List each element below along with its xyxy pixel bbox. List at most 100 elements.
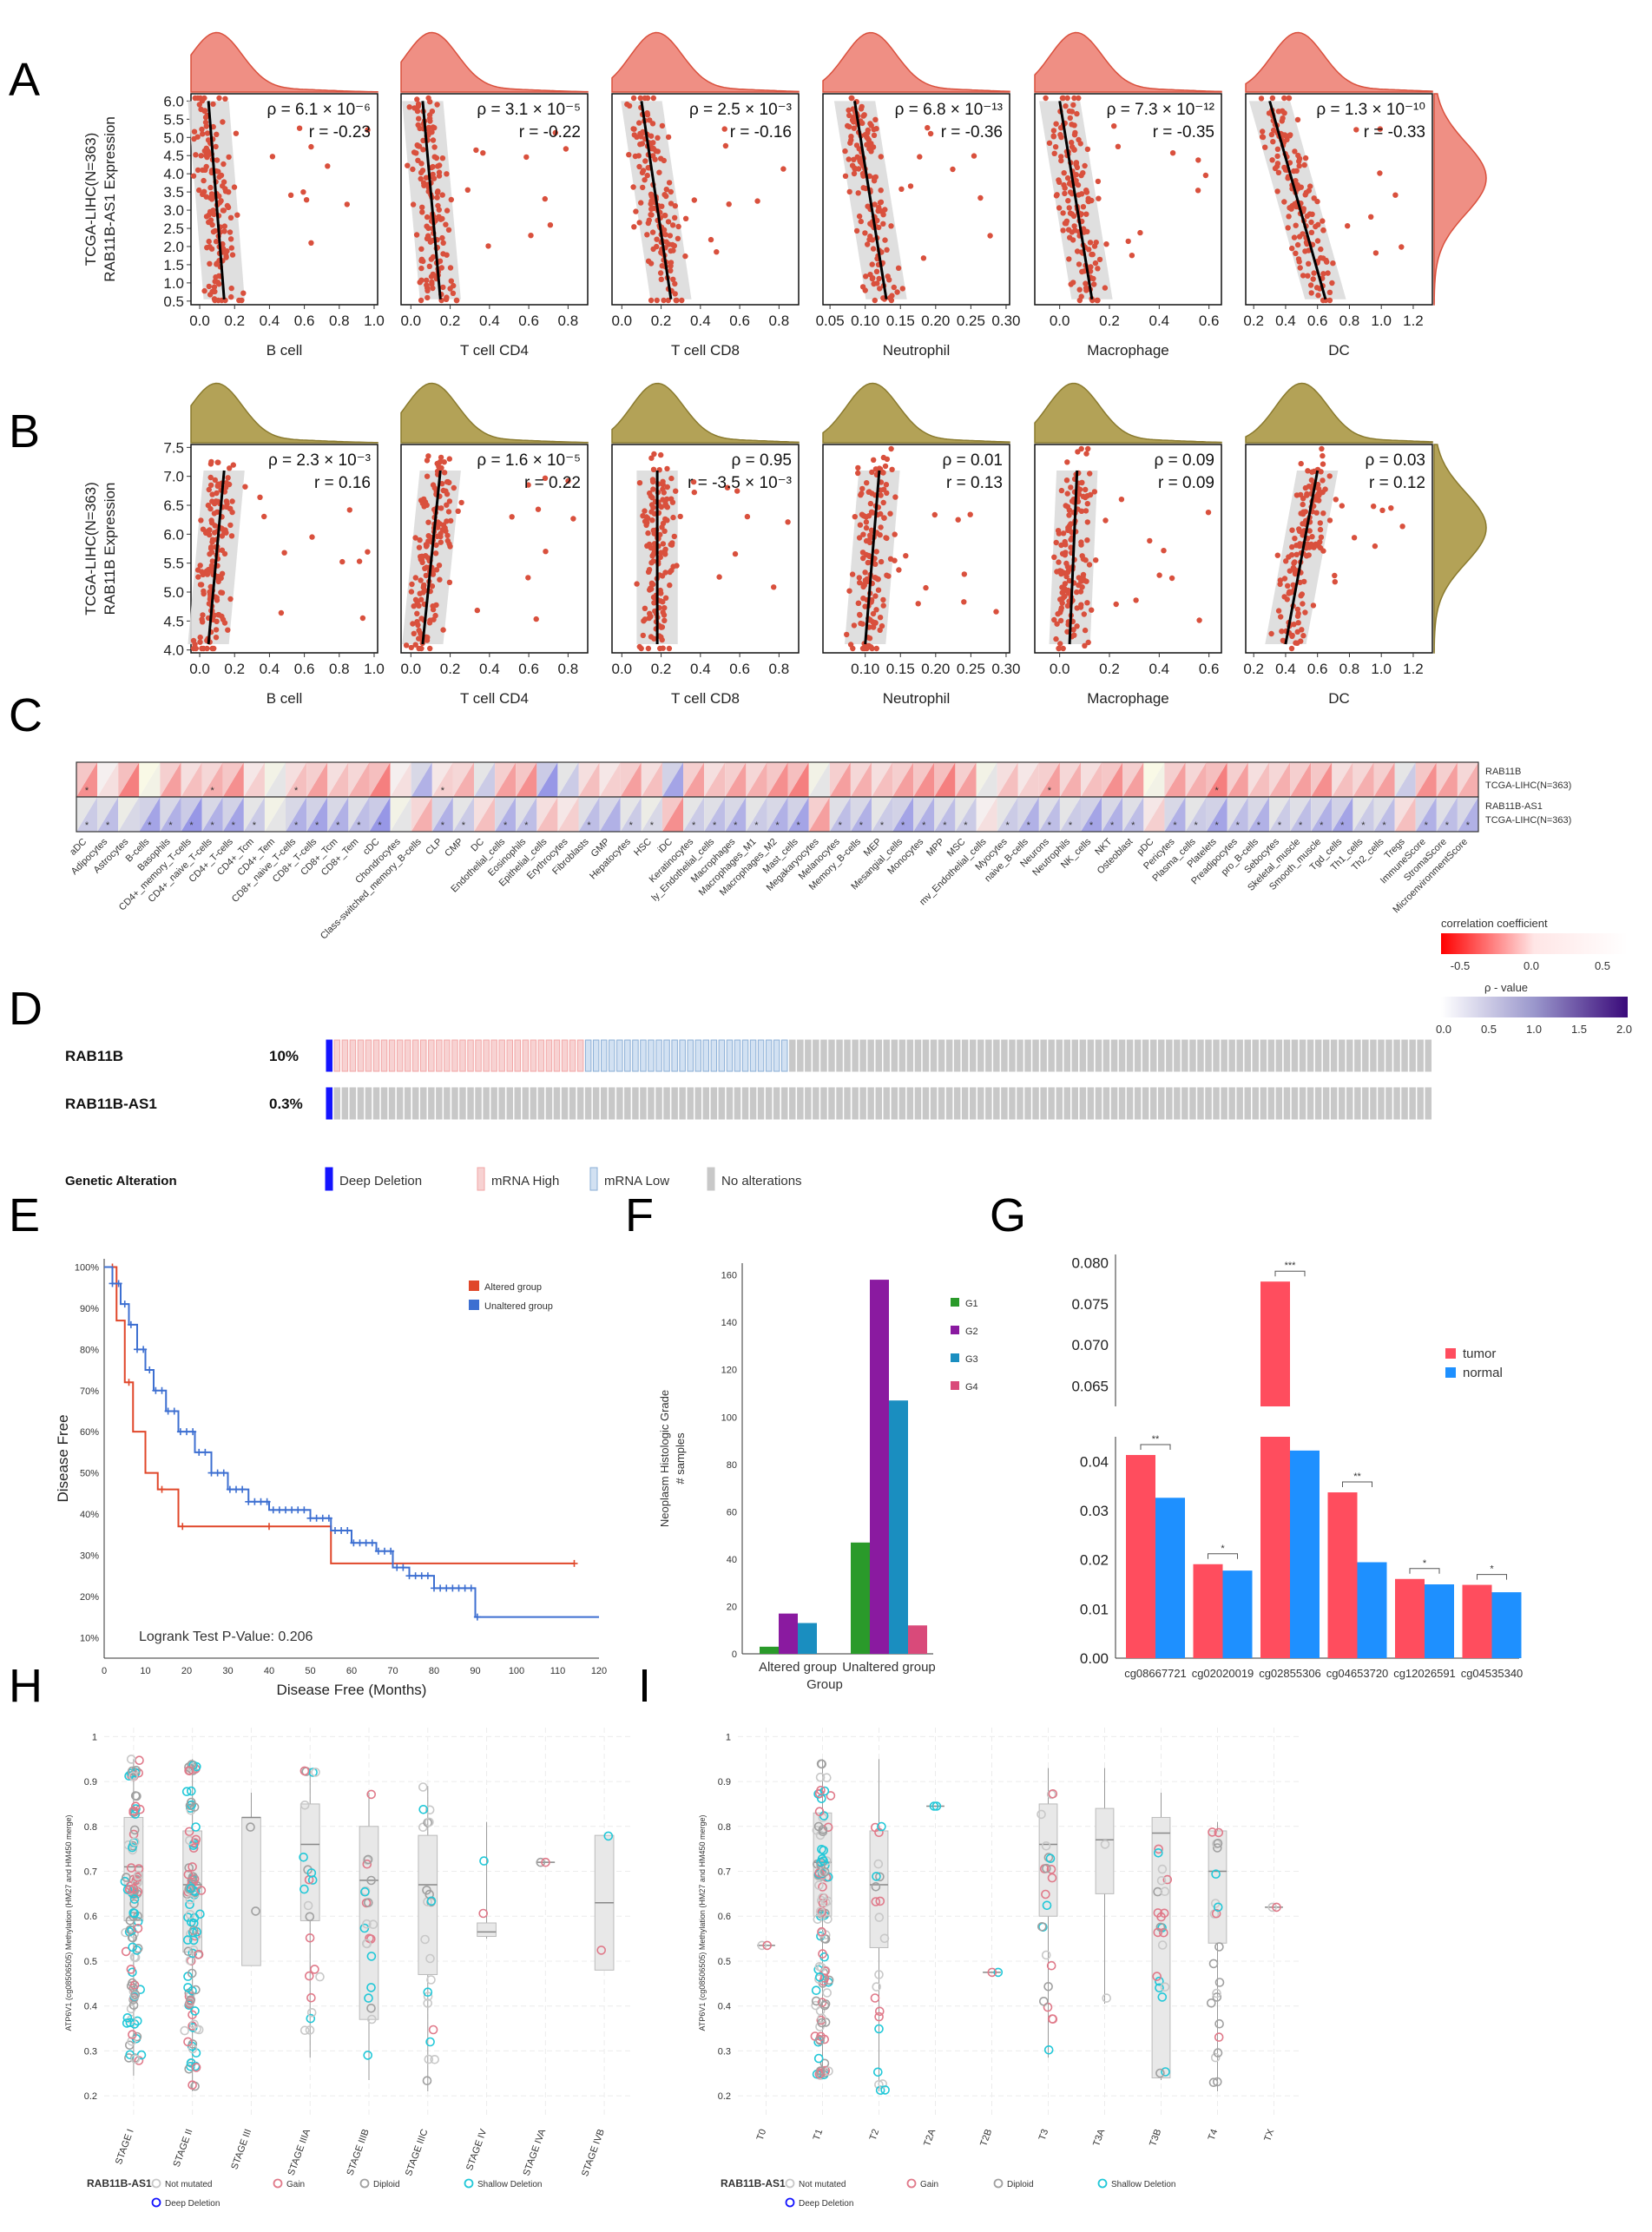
data-point (1051, 554, 1057, 560)
data-point (214, 618, 220, 624)
sample-mrna-high (561, 1039, 569, 1072)
significance-star: * (629, 820, 634, 831)
category-label: TX (1262, 2127, 1276, 2143)
panel-letter-b: B (9, 405, 40, 458)
heatmap-cell-triangle (286, 797, 307, 832)
data-point (431, 125, 438, 131)
data-point (474, 607, 480, 614)
sample-point (305, 1912, 315, 1922)
sample-point (874, 1970, 884, 1979)
x-tick-label: 0.10 (851, 661, 879, 677)
data-point (1313, 510, 1320, 516)
data-point (1320, 489, 1326, 496)
data-point (201, 188, 207, 194)
data-point (220, 179, 227, 185)
data-point (202, 530, 209, 537)
legend-label: Diploid (373, 2180, 400, 2189)
sample-point (425, 2037, 435, 2047)
data-point (1052, 144, 1059, 150)
sample-no-alteration (514, 1087, 521, 1120)
data-point (1314, 238, 1321, 244)
regression-line (207, 101, 226, 300)
data-point (859, 491, 865, 497)
sample-no-alteration (1291, 1087, 1299, 1120)
sample-point (874, 2006, 885, 2017)
data-point (206, 283, 212, 290)
data-point (207, 583, 214, 590)
data-point (1057, 617, 1064, 624)
y-tick-label: 30% (80, 1551, 99, 1561)
significance-star: * (587, 820, 591, 831)
data-point (464, 187, 471, 193)
sample-no-alteration (1417, 1087, 1424, 1120)
data-point (721, 126, 727, 132)
sample-no-alteration (1189, 1039, 1196, 1072)
sample-mrna-high (451, 1039, 458, 1072)
data-point (214, 260, 220, 267)
sample-point (186, 1883, 196, 1893)
data-point (1064, 629, 1070, 635)
x-tick-label: 0.6 (1199, 313, 1220, 329)
heatmap-cell-triangle (139, 762, 161, 797)
heatmap-cell-triangle (516, 762, 537, 797)
sample-point (366, 1952, 377, 1961)
data-point (649, 495, 655, 501)
sample-no-alteration (1197, 1039, 1204, 1072)
data-point (961, 571, 968, 577)
sample-point (596, 1946, 607, 1955)
heatmap-cell-triangle (955, 797, 977, 832)
data-point (433, 542, 439, 549)
data-point (1298, 638, 1304, 644)
panel-letter-a: A (9, 54, 40, 106)
sample-point (188, 1945, 199, 1955)
data-point (1293, 178, 1299, 184)
data-point (411, 603, 417, 609)
data-point (446, 541, 452, 547)
data-point (862, 230, 868, 236)
heatmap-cell-triangle (1415, 797, 1437, 832)
data-point (1085, 445, 1091, 452)
data-point (660, 609, 666, 616)
y-tick-label: 0.6 (718, 1912, 731, 1922)
heatmap-cell-triangle (808, 762, 830, 797)
data-point (415, 157, 421, 163)
heatmap-cell-triangle (892, 797, 914, 832)
sample-point (423, 1998, 433, 2008)
data-point (644, 95, 651, 102)
data-point (1293, 551, 1300, 557)
data-point (1083, 287, 1089, 293)
heatmap-column-label: CLP (424, 837, 444, 858)
sample-mrna-low (632, 1039, 639, 1072)
data-point (1279, 629, 1285, 635)
data-point (429, 129, 435, 135)
data-point (1294, 606, 1301, 613)
data-point (1055, 611, 1061, 617)
data-point (228, 533, 235, 539)
data-point (425, 453, 431, 459)
legend-label: Unaltered group (484, 1301, 553, 1312)
sample-no-alteration (820, 1087, 827, 1120)
censor-mark (294, 1506, 302, 1514)
heatmap-cell-triangle (829, 762, 851, 797)
sample-point (183, 1983, 193, 1992)
heatmap-cell-triangle (746, 797, 767, 832)
sample-no-alteration (530, 1087, 537, 1120)
data-point (207, 527, 213, 533)
data-point (651, 205, 657, 212)
data-point (1063, 103, 1069, 109)
data-point (234, 212, 240, 218)
heatmap-cell-triangle (871, 797, 893, 832)
y-tick-label: 0.7 (718, 1867, 731, 1878)
sample-no-alteration (1385, 1039, 1392, 1072)
sample-point (133, 1944, 143, 1953)
data-point (1268, 630, 1274, 637)
data-point (1292, 536, 1298, 542)
data-point (1058, 487, 1065, 494)
x-tick-label: 0.15 (886, 313, 915, 329)
sample-point (360, 1886, 370, 1897)
data-point (1287, 568, 1293, 574)
significance-star: * (1425, 820, 1429, 831)
sample-point (762, 1940, 773, 1951)
r-annotation: r = -0.35 (1153, 123, 1214, 142)
sample-point (133, 1924, 143, 1933)
